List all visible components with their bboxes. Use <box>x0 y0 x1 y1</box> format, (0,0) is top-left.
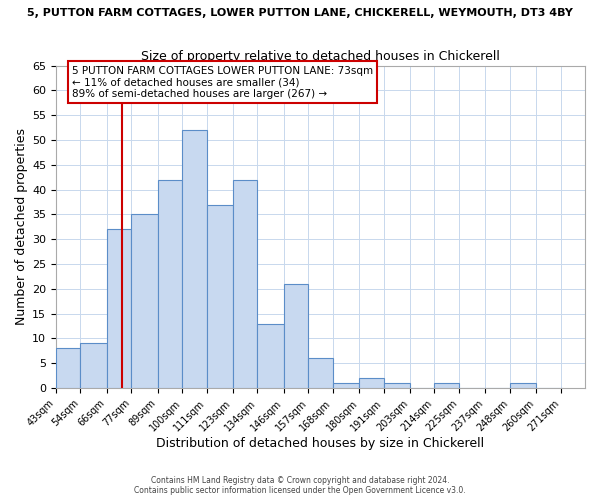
Bar <box>80 344 107 388</box>
Bar <box>158 180 182 388</box>
Y-axis label: Number of detached properties: Number of detached properties <box>15 128 28 326</box>
Bar <box>434 383 459 388</box>
Bar <box>284 284 308 388</box>
Title: Size of property relative to detached houses in Chickerell: Size of property relative to detached ho… <box>141 50 500 63</box>
Bar <box>257 324 284 388</box>
Text: 5 PUTTON FARM COTTAGES LOWER PUTTON LANE: 73sqm
← 11% of detached houses are sma: 5 PUTTON FARM COTTAGES LOWER PUTTON LANE… <box>72 66 373 99</box>
X-axis label: Distribution of detached houses by size in Chickerell: Distribution of detached houses by size … <box>157 437 485 450</box>
Bar <box>182 130 206 388</box>
Bar <box>308 358 332 388</box>
Bar <box>332 383 359 388</box>
Bar <box>206 204 233 388</box>
Bar <box>233 180 257 388</box>
Bar <box>56 348 80 388</box>
Bar <box>131 214 158 388</box>
Bar <box>510 383 536 388</box>
Text: 5, PUTTON FARM COTTAGES, LOWER PUTTON LANE, CHICKERELL, WEYMOUTH, DT3 4BY: 5, PUTTON FARM COTTAGES, LOWER PUTTON LA… <box>27 8 573 18</box>
Text: Contains HM Land Registry data © Crown copyright and database right 2024.
Contai: Contains HM Land Registry data © Crown c… <box>134 476 466 495</box>
Bar <box>359 378 383 388</box>
Bar <box>107 230 131 388</box>
Bar <box>383 383 410 388</box>
